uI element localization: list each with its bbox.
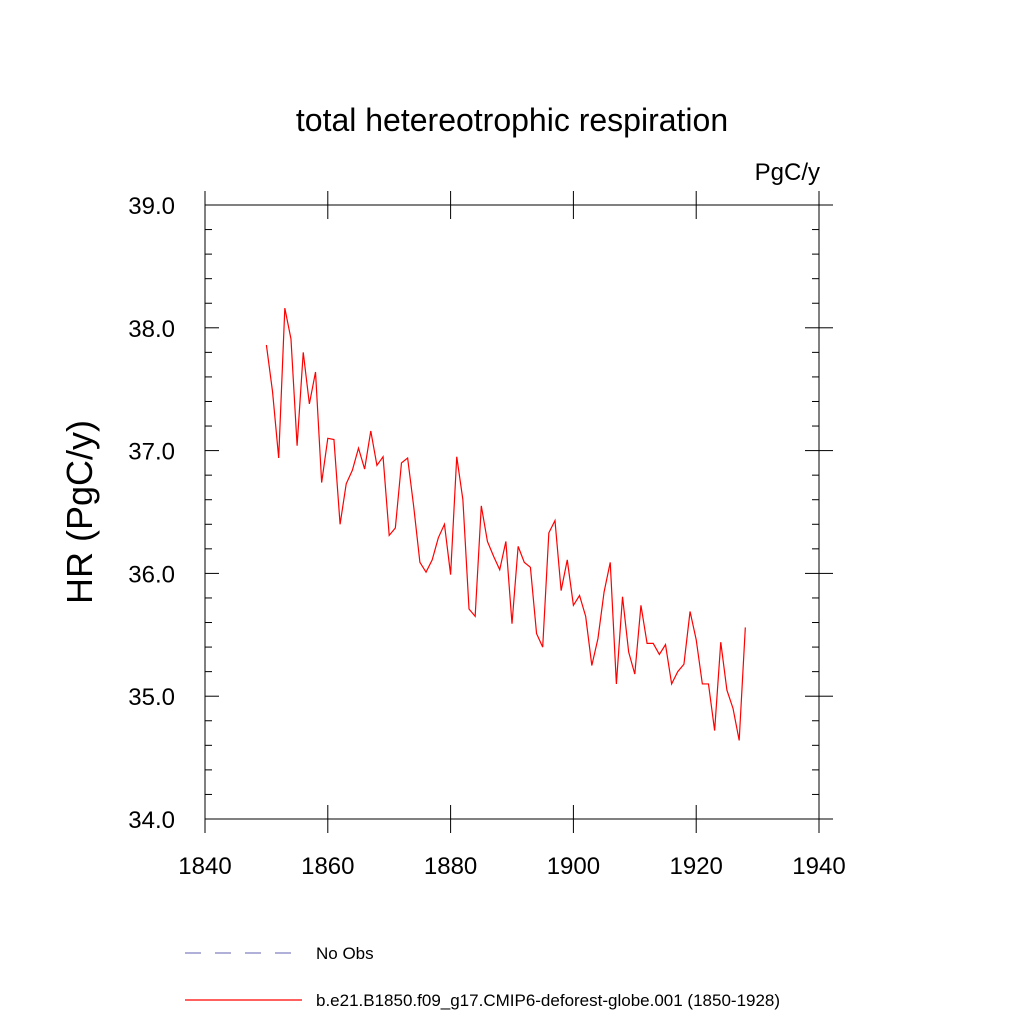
legend-label: No Obs <box>316 944 374 963</box>
y-axis: 34.0 35.0 36.0 37.0 38.0 39.0 <box>128 193 833 834</box>
y-tick-label: 38.0 <box>128 316 175 343</box>
x-tick-label: 1840 <box>178 853 231 880</box>
x-tick-label: 1860 <box>301 853 354 880</box>
plot-frame <box>204 204 820 820</box>
y-tick-label: 39.0 <box>128 193 175 220</box>
series-layer <box>265 308 746 741</box>
y-tick-label: 35.0 <box>128 684 175 711</box>
x-tick-label: 1940 <box>792 853 845 880</box>
legend: No Obs b.e21.B1850.f09_g17.CMIP6-deforest… <box>185 944 780 1010</box>
x-axis: 1840 1860 1880 1900 1920 1940 <box>178 191 846 880</box>
x-tick-label: 1880 <box>424 853 477 880</box>
y-tick-label: 36.0 <box>128 561 175 588</box>
y-tick-label: 34.0 <box>128 807 175 834</box>
units-label: PgC/y <box>755 159 820 186</box>
y-tick-label: 37.0 <box>128 439 175 466</box>
x-tick-label: 1900 <box>547 853 600 880</box>
y-axis-label: HR (PgC/y) <box>59 420 100 604</box>
series-line-0 <box>265 308 746 741</box>
legend-label: b.e21.B1850.f09_g17.CMIP6-deforest-globe… <box>316 991 780 1010</box>
x-tick-label: 1920 <box>670 853 723 880</box>
chart-title: total hetereotrophic respiration <box>296 102 728 138</box>
